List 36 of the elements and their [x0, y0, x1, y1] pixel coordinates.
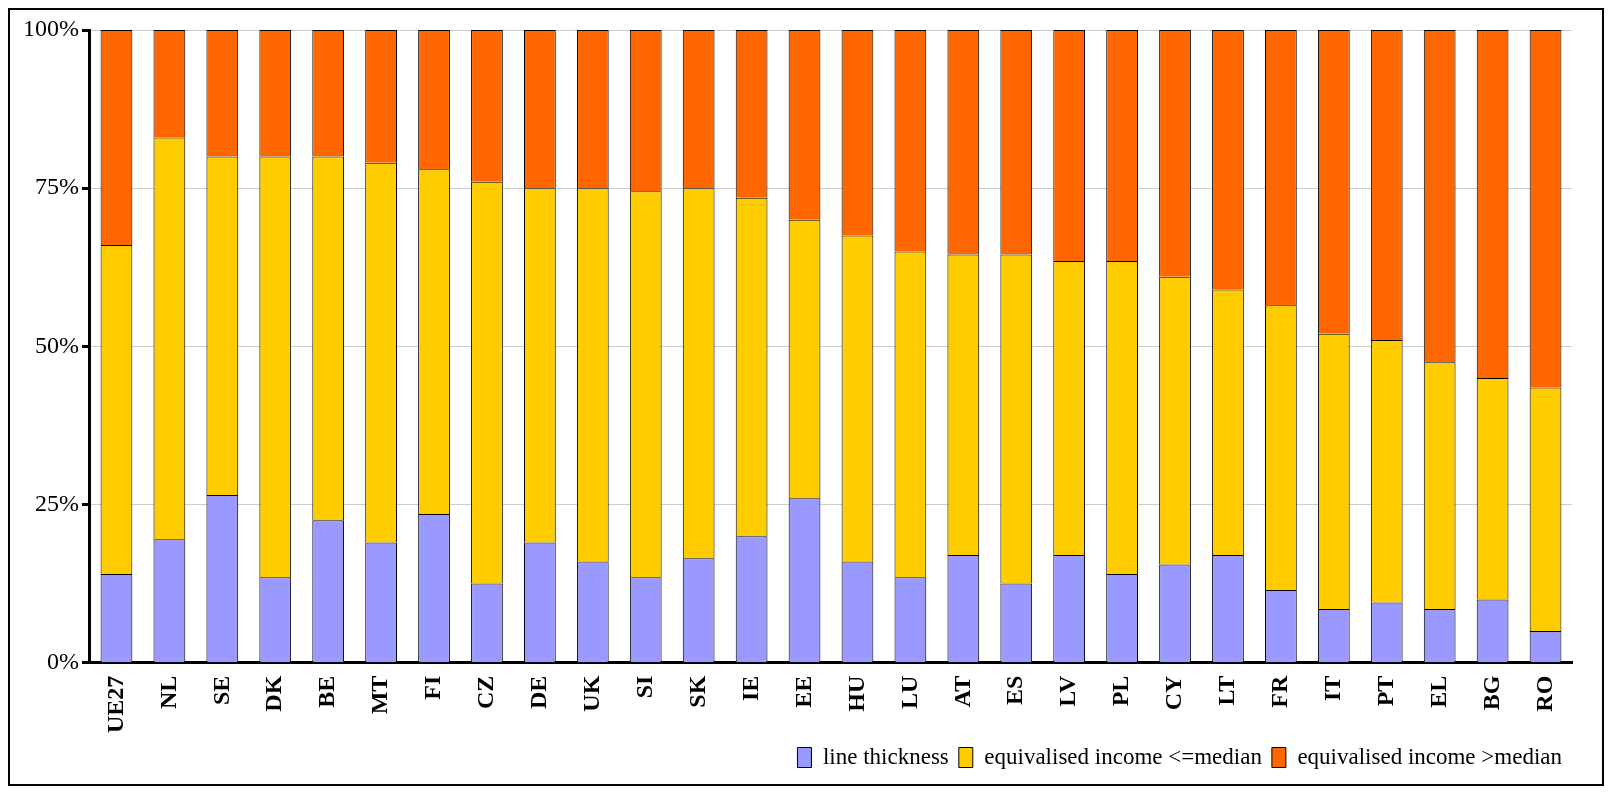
x-tick-label: AT — [948, 675, 975, 708]
legend-label: line thickness — [822, 743, 949, 769]
x-tick-label: EE — [789, 675, 816, 708]
x-tick-label: IT — [1319, 675, 1346, 702]
x-tick-label: CZ — [472, 675, 499, 709]
x-tick-label: DE — [525, 675, 552, 709]
legend-label: equivalised income >median — [1297, 743, 1563, 769]
x-tick-label: DK — [260, 675, 287, 712]
x-tick-label: FI — [419, 675, 446, 700]
x-tick-label: SE — [207, 675, 234, 706]
y-tick-label: 100% — [22, 15, 79, 42]
legend-label: equivalised income <=median — [984, 743, 1263, 769]
x-tick-label: SK — [683, 675, 710, 708]
x-tick-label: ES — [1001, 675, 1028, 706]
x-tick-label: PL — [1107, 675, 1134, 707]
x-tick-label: LV — [1054, 675, 1081, 707]
x-tick-label: NL — [154, 675, 181, 709]
x-tick-label: UE27 — [101, 675, 128, 733]
y-tick-label: 0% — [46, 647, 79, 674]
x-tick-label: HU — [842, 675, 869, 712]
x-tick-label: BE — [313, 675, 340, 708]
x-tick-label: FR — [1266, 675, 1293, 708]
y-tick-label: 50% — [34, 331, 79, 358]
x-tick-label: SI — [630, 675, 657, 699]
x-tick-label: PT — [1371, 675, 1398, 707]
y-tick-label: 75% — [34, 173, 79, 200]
x-tick-label: CY — [1160, 675, 1187, 711]
x-tick-label: EL — [1424, 675, 1451, 708]
x-tick-label: BG — [1477, 675, 1504, 711]
x-tick-label: LT — [1213, 675, 1240, 706]
x-tick-label: LU — [895, 675, 922, 709]
x-tick-label: RO — [1530, 675, 1557, 712]
x-tick-label: IE — [736, 675, 763, 702]
x-tick-label: MT — [366, 675, 393, 715]
x-tick-label: UK — [578, 675, 605, 712]
y-tick-label: 25% — [34, 489, 79, 516]
